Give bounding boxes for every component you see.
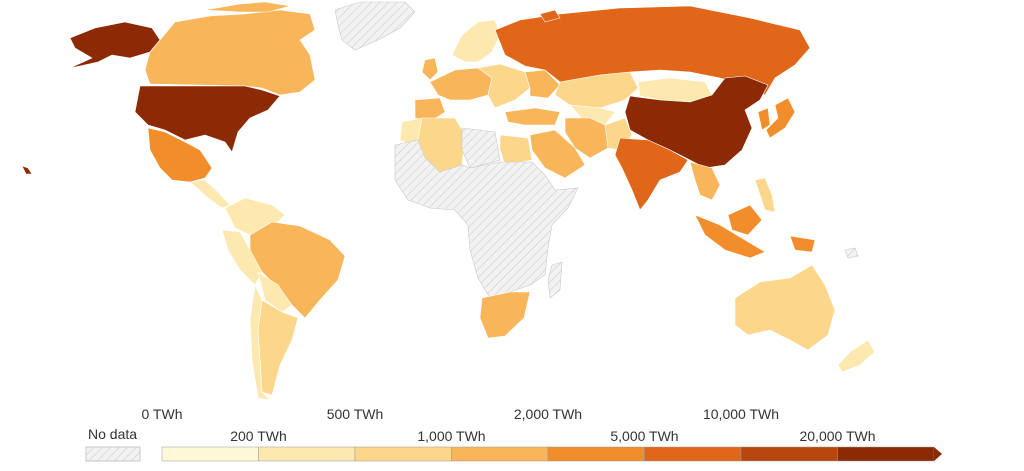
legend-labels: 0 TWh 200 TWh 500 TWh 1,000 TWh 2,000 TWh 5,0… xyxy=(142,406,876,444)
legend: No data 0 TWh 200 TWh 500 TWh 1,000 TWh 2,00… xyxy=(85,406,942,462)
country-new-guinea[interactable] xyxy=(789,235,816,253)
country-saudi[interactable] xyxy=(529,129,586,179)
country-europe-west[interactable] xyxy=(429,67,493,101)
legend-label-7: 20,000 TWh xyxy=(799,428,875,444)
country-mexico[interactable] xyxy=(147,127,213,183)
country-canada-arctic[interactable] xyxy=(204,1,291,13)
legend-label-6: 10,000 TWh xyxy=(703,406,779,422)
country-kazakhstan[interactable] xyxy=(554,71,639,109)
country-south-africa[interactable] xyxy=(479,291,531,339)
legend-bin-3 xyxy=(451,446,549,462)
world-map xyxy=(21,1,876,401)
legend-bin-2 xyxy=(354,446,452,462)
country-central-america[interactable] xyxy=(189,179,231,209)
legend-no-data-label: No data xyxy=(88,426,137,442)
country-india[interactable] xyxy=(614,137,689,211)
country-egypt[interactable] xyxy=(499,134,533,166)
legend-label-0: 0 TWh xyxy=(142,406,183,422)
legend-bin-1 xyxy=(258,446,356,462)
country-peru[interactable] xyxy=(221,229,263,286)
country-argentina[interactable] xyxy=(257,299,299,396)
country-iran[interactable] xyxy=(564,117,609,159)
country-canada[interactable] xyxy=(144,9,316,96)
country-europe-east[interactable] xyxy=(477,63,531,109)
country-russia-island[interactable] xyxy=(539,9,561,23)
legend-bin-7 xyxy=(837,446,935,462)
country-turkey[interactable] xyxy=(504,107,561,126)
country-alaska[interactable] xyxy=(69,21,161,69)
legend-bin-0 xyxy=(161,446,259,462)
country-usa[interactable] xyxy=(134,85,281,153)
country-australia[interactable] xyxy=(734,264,836,351)
country-uk[interactable] xyxy=(421,57,439,81)
legend-color-scale xyxy=(161,446,942,462)
country-madagascar[interactable] xyxy=(547,261,563,299)
legend-arrow-tip xyxy=(934,447,942,461)
country-hawaii[interactable] xyxy=(21,165,33,175)
country-new-zealand[interactable] xyxy=(837,339,876,373)
legend-bin-4 xyxy=(547,446,645,462)
country-greenland[interactable] xyxy=(334,1,416,51)
country-pacific-islands[interactable] xyxy=(844,247,859,259)
region-africa-nodata[interactable] xyxy=(394,139,579,299)
country-korea[interactable] xyxy=(757,107,771,131)
country-chile[interactable] xyxy=(249,284,271,401)
legend-label-1: 200 TWh xyxy=(230,428,287,444)
country-se-asia[interactable] xyxy=(689,161,721,201)
country-japan[interactable] xyxy=(765,97,796,139)
legend-label-4: 2,000 TWh xyxy=(514,406,582,422)
legend-label-2: 500 TWh xyxy=(327,406,384,422)
country-philippines[interactable] xyxy=(754,177,776,213)
country-spain[interactable] xyxy=(414,97,446,123)
legend-label-3: 1,000 TWh xyxy=(417,428,485,444)
legend-bin-6 xyxy=(740,446,838,462)
country-scandinavia[interactable] xyxy=(451,19,501,63)
legend-bin-5 xyxy=(644,446,742,462)
country-borneo[interactable] xyxy=(727,204,763,236)
country-libya[interactable] xyxy=(461,127,501,169)
country-indonesia[interactable] xyxy=(694,214,766,259)
legend-no-data-swatch xyxy=(85,446,141,462)
country-brazil[interactable] xyxy=(249,221,346,319)
country-bolivia-paraguay[interactable] xyxy=(257,271,293,313)
legend-label-5: 5,000 TWh xyxy=(610,428,678,444)
